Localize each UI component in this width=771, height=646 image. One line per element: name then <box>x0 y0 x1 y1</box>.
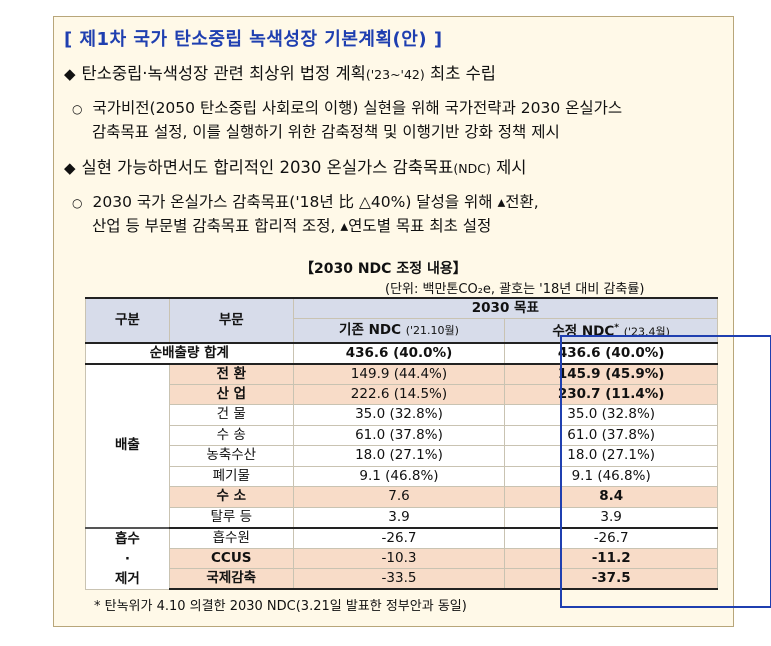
revised-value-cell: -11.2 <box>504 547 718 569</box>
existing-value-cell: 9.1 (46.8%) <box>292 465 506 487</box>
existing-value-cell: -26.7 <box>292 526 506 549</box>
header-revised-ndc: 수정 NDC* ('23.4월) <box>504 318 718 343</box>
sector-cell: 흡수원 <box>168 526 294 549</box>
sector-cell: 국제감축 <box>168 568 294 590</box>
sector-cell: 건 물 <box>168 404 294 426</box>
plan-title: [ 제1차 국가 탄소중립 녹색성장 기본계획(안) ] <box>64 29 443 50</box>
table-row: 폐기물 9.1 (46.8%) 9.1 (46.8%) <box>86 465 718 487</box>
bullet-1-period: ('23~'42) <box>365 67 425 82</box>
sub-bullet-2-line-1: ○ 2030 국가 온실가스 감축목표('18년 比 △40%) 달성을 위해 ▴… <box>72 191 539 214</box>
revised-value-cell: 18.0 (27.1%) <box>504 445 718 467</box>
table-row: 배출 전 환 149.9 (44.4%) 145.9 (45.9%) <box>85 363 718 528</box>
table-row: 수 소 7.6 8.4 <box>86 486 718 508</box>
header-target: 2030 목표 <box>292 297 719 319</box>
revised-value-cell: 61.0 (37.8%) <box>504 424 718 446</box>
sub-bullet-1-line-1: ○ 국가비전(2050 탄소중립 사회로의 이행) 실현을 위해 국가전략과 20… <box>72 97 622 120</box>
sector-cell: CCUS <box>168 547 294 569</box>
circle-bullet-icon: ○ <box>72 196 83 210</box>
revised-value-cell: 230.7 (11.4%) <box>504 383 718 405</box>
table-row: 탈루 등 3.9 3.9 <box>86 506 718 529</box>
bullet-2-ndc: (NDC) <box>453 161 491 176</box>
table-row: 산 업 222.6 (14.5%) 230.7 (11.4%) <box>86 383 718 405</box>
total-existing: 436.6 (40.0%) <box>292 341 506 365</box>
sector-cell: 농축수산 <box>168 445 294 467</box>
existing-value-cell: 61.0 (37.8%) <box>292 424 506 446</box>
bullet-2-tail: 제시 <box>490 158 527 177</box>
sub-bullet-1-line-2: 감축목표 설정, 이를 실행하기 위한 감축정책 및 이행기반 강화 정책 제시 <box>92 123 560 141</box>
sub-bullet-2-text-1: 2030 국가 온실가스 감축목표('18년 比 △40%) 달성을 위해 ▴전… <box>92 193 539 211</box>
existing-value-cell: -10.3 <box>292 547 506 569</box>
sub-bullet-2-line-2: 산업 등 부문별 감축목표 합리적 조정, ▴연도별 목표 최초 설정 <box>92 217 492 235</box>
table-row: CCUS -10.3 -11.2 <box>86 547 718 569</box>
bullet-1-tail: 최초 수립 <box>424 64 496 83</box>
sector-cell: 수 소 <box>168 486 294 508</box>
sector-cell: 수 송 <box>168 424 294 446</box>
revised-value-cell: 9.1 (46.8%) <box>504 465 718 487</box>
sub-bullet-1-text-1: 국가비전(2050 탄소중립 사회로의 이행) 실현을 위해 국가전략과 203… <box>92 99 623 117</box>
diamond-bullet-icon: ◆ <box>64 159 76 177</box>
group-absorb-line-2: · <box>124 550 130 567</box>
group-absorb-line-3: 제거 <box>115 570 140 587</box>
group-absorb-line-1: 흡수 <box>115 530 140 547</box>
bullet-2: ◆ 실현 가능하면서도 합리적인 2030 온실가스 감축목표(NDC) 제시 <box>64 157 526 180</box>
group-emission: 배출 <box>85 363 170 528</box>
existing-value-cell: 149.9 (44.4%) <box>292 363 506 385</box>
existing-value-cell: 222.6 (14.5%) <box>292 383 506 405</box>
bullet-1-text: 탄소중립·녹색성장 관련 최상위 법정 계획 <box>81 64 366 83</box>
circle-bullet-icon: ○ <box>72 102 83 116</box>
existing-value-cell: 3.9 <box>292 506 506 529</box>
existing-value-cell: 18.0 (27.1%) <box>292 445 506 467</box>
header-gubun: 구분 <box>85 297 170 343</box>
revised-value-cell: 8.4 <box>504 486 718 508</box>
bullet-1: ◆ 탄소중립·녹색성장 관련 최상위 법정 계획('23~'42) 최초 수립 <box>64 63 496 86</box>
table-row: 흡수 · 제거 흡수원 -26.7 -26.7 <box>85 526 718 590</box>
footnote: * 탄녹위가 4.10 의결한 2030 NDC(3.21일 발표한 정부안과 … <box>94 599 467 614</box>
revised-value-cell: 145.9 (45.9%) <box>504 363 718 385</box>
table-row: 농축수산 18.0 (27.1%) 18.0 (27.1%) <box>86 445 718 467</box>
group-absorb-remove: 흡수 · 제거 <box>85 526 170 590</box>
total-label: 순배출량 합계 <box>85 341 294 365</box>
revised-value-cell: 35.0 (32.8%) <box>504 404 718 426</box>
diamond-bullet-icon: ◆ <box>64 65 76 83</box>
table-title: 【2030 NDC 조정 내용】 <box>300 261 467 277</box>
revised-value-cell: 3.9 <box>504 506 718 529</box>
sector-cell: 전 환 <box>168 363 294 385</box>
revised-value-cell: -37.5 <box>504 568 718 590</box>
bullet-2-text: 실현 가능하면서도 합리적인 2030 온실가스 감축목표 <box>81 158 454 177</box>
table-row: 국제감축 -33.5 -37.5 <box>86 568 718 590</box>
sector-cell: 폐기물 <box>168 465 294 487</box>
table-row: 순배출량 합계 436.6 (40.0%) 436.6 (40.0%) <box>85 341 718 365</box>
ndc-table: 구분 부문 2030 목표 기존 NDC ('21.10월) 수정 NDC* (… <box>85 297 719 590</box>
table-row: 건 물 35.0 (32.8%) 35.0 (32.8%) <box>86 404 718 426</box>
header-bumun: 부문 <box>168 297 294 343</box>
header-existing-ndc: 기존 NDC ('21.10월) <box>292 318 506 343</box>
table-unit-note: (단위: 백만톤CO₂e, 괄호는 '18년 대비 감축률) <box>385 282 645 297</box>
table-row: 수 송 61.0 (37.8%) 61.0 (37.8%) <box>86 424 718 446</box>
revised-value-cell: -26.7 <box>504 526 718 549</box>
existing-value-cell: 7.6 <box>292 486 506 508</box>
existing-value-cell: 35.0 (32.8%) <box>292 404 506 426</box>
sector-cell: 산 업 <box>168 383 294 405</box>
total-revised: 436.6 (40.0%) <box>504 341 718 365</box>
sector-cell: 탈루 등 <box>168 506 294 529</box>
existing-value-cell: -33.5 <box>292 568 506 590</box>
plan-summary-panel: [ 제1차 국가 탄소중립 녹색성장 기본계획(안) ] ◆ 탄소중립·녹색성장 … <box>53 16 771 627</box>
